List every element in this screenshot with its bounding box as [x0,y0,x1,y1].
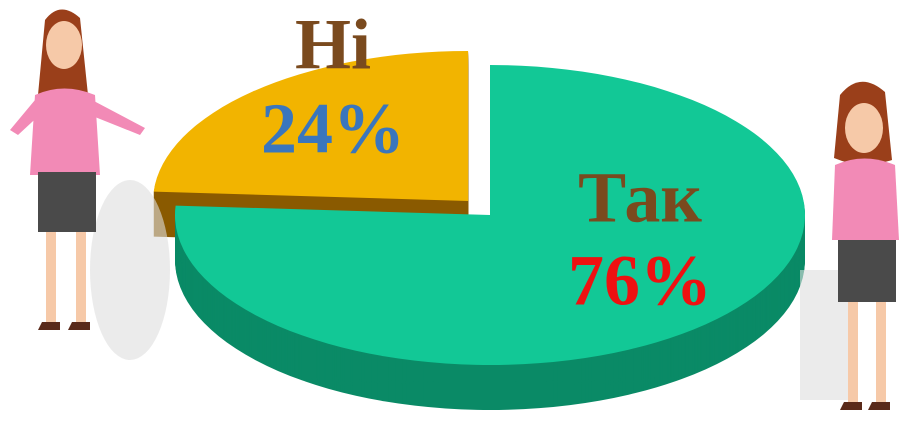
chart: Ні 24% Так 76% [0,0,899,423]
illustration-right [800,82,899,410]
category-label: Так [578,158,702,238]
pie [154,51,805,410]
value-label: 76% [568,241,712,321]
category-label: Ні [295,5,371,85]
illustration-left [10,9,170,360]
value-label: 24% [261,89,405,169]
